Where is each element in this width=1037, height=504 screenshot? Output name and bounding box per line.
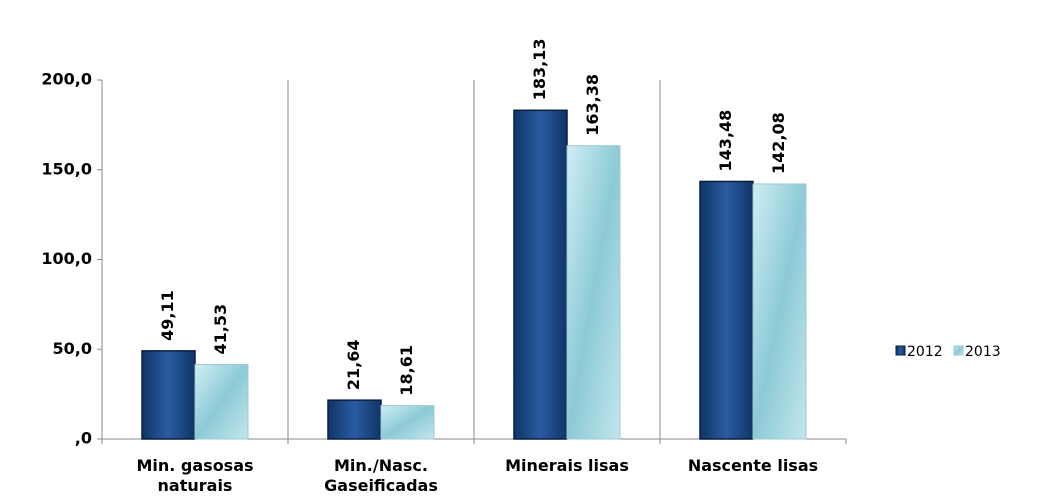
value-label: 142,08 (769, 112, 788, 174)
value-label: 143,48 (716, 110, 735, 172)
y-tick-label: 150,0 (41, 159, 92, 178)
value-label: 21,64 (344, 340, 363, 391)
bar (141, 350, 196, 440)
bar (194, 363, 249, 440)
x-tick-label: Min./Nasc. Gaseificadas (324, 456, 438, 495)
x-tick-label: Nascente lisas (687, 456, 819, 475)
bar (513, 109, 568, 440)
legend-label: 2012 (907, 344, 943, 360)
bar (327, 399, 382, 440)
x-tick-label: Min. gasosas naturais (136, 456, 254, 495)
bar (752, 183, 807, 440)
value-label: 41,53 (211, 304, 230, 355)
y-tick-label: 100,0 (41, 249, 92, 268)
value-label: 49,11 (158, 290, 177, 341)
y-tick-label: 200,0 (41, 70, 92, 89)
y-tick-label: ,0 (75, 429, 92, 448)
value-label: 18,61 (397, 345, 416, 396)
legend-swatch (953, 345, 964, 356)
y-tick-label: 50,0 (53, 339, 92, 358)
legend-label: 2013 (965, 344, 1001, 360)
bar (699, 180, 754, 440)
value-label: 183,13 (530, 39, 549, 101)
legend-swatch (895, 345, 906, 356)
bar (380, 405, 435, 440)
x-tick-label: Minerais lisas (505, 456, 629, 475)
bar (566, 145, 621, 440)
value-label: 163,38 (583, 74, 602, 136)
